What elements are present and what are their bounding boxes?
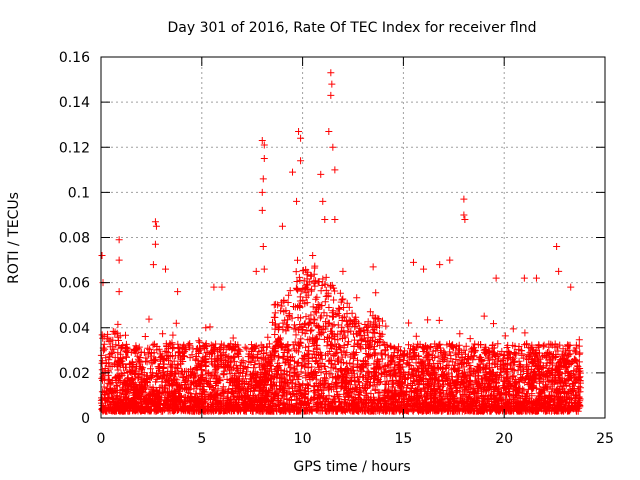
x-tick-label: 20 <box>495 431 513 447</box>
peak-point <box>567 283 575 291</box>
peak-point <box>98 252 106 260</box>
peak-point <box>218 283 226 291</box>
peak-point <box>289 168 297 176</box>
peak-point <box>278 222 286 230</box>
peak-point <box>321 215 329 223</box>
peak-point <box>461 215 469 223</box>
y-tick-label: 0.08 <box>59 231 90 247</box>
y-tick-label: 0.04 <box>59 321 90 337</box>
y-tick-label: 0.14 <box>59 95 90 111</box>
roti-scatter-points <box>97 256 584 415</box>
peak-point <box>151 218 159 226</box>
peak-point <box>260 265 268 273</box>
chart-title: Day 301 of 2016, Rate Of TEC Index for r… <box>168 20 537 36</box>
x-axis-title: GPS time / hours <box>293 459 410 475</box>
peak-point <box>319 197 327 205</box>
peak-point <box>258 206 266 214</box>
peak-point <box>369 263 377 271</box>
peak-point <box>492 274 500 282</box>
peak-point <box>327 69 335 77</box>
peak-point <box>115 236 123 244</box>
y-tick-label: 0.02 <box>59 366 90 382</box>
x-tick-label: 10 <box>294 431 312 447</box>
peak-point <box>293 197 301 205</box>
peak-point <box>420 265 428 273</box>
peak-point <box>553 243 561 251</box>
x-tick-label: 15 <box>394 431 412 447</box>
peak-point <box>259 175 267 183</box>
y-tick-label: 0.16 <box>59 50 90 66</box>
y-tick-label: 0.1 <box>68 185 90 201</box>
data-points-layer <box>97 69 584 415</box>
peak-point <box>327 91 335 99</box>
peak-point <box>409 258 417 266</box>
peak-point <box>555 267 563 275</box>
peak-point <box>149 261 157 269</box>
peak-point <box>309 252 317 260</box>
peak-point <box>115 256 123 264</box>
peak-point <box>115 288 123 296</box>
peak-point <box>260 155 268 163</box>
y-axis-title: ROTI / TECUs <box>6 192 22 284</box>
peak-point <box>520 274 528 282</box>
x-tick-label: 5 <box>197 431 206 447</box>
peak-point <box>151 240 159 248</box>
peak-point <box>259 243 267 251</box>
peak-point <box>297 134 305 142</box>
peak-point <box>317 170 325 178</box>
peak-point <box>460 211 468 219</box>
y-tick-label: 0 <box>81 411 90 427</box>
tick-layer: 0 0.02 0.04 0.06 0.08 0.1 0.12 0.14 0.16 0 5 10 15 20… <box>59 50 614 447</box>
peak-point <box>152 222 160 230</box>
peak-point <box>339 267 347 275</box>
peak-point <box>329 143 337 151</box>
peak-point <box>446 256 454 264</box>
peak-point <box>162 265 170 273</box>
x-tick-label: 25 <box>596 431 614 447</box>
peak-point <box>532 274 540 282</box>
peak-point <box>210 283 218 291</box>
peak-point <box>328 80 336 88</box>
peak-point <box>258 136 266 144</box>
peak-point <box>297 157 305 165</box>
peak-point <box>436 261 444 269</box>
peak-point <box>260 141 268 149</box>
peak-point <box>331 166 339 174</box>
peak-point <box>460 195 468 203</box>
y-tick-label: 0.12 <box>59 140 90 156</box>
peak-point <box>252 267 260 275</box>
peak-point <box>174 288 182 296</box>
peak-point <box>331 215 339 223</box>
peak-point <box>295 127 303 135</box>
peak-point <box>258 188 266 196</box>
y-tick-label: 0.06 <box>59 276 90 292</box>
peak-point <box>325 127 333 135</box>
x-tick-label: 0 <box>97 431 106 447</box>
